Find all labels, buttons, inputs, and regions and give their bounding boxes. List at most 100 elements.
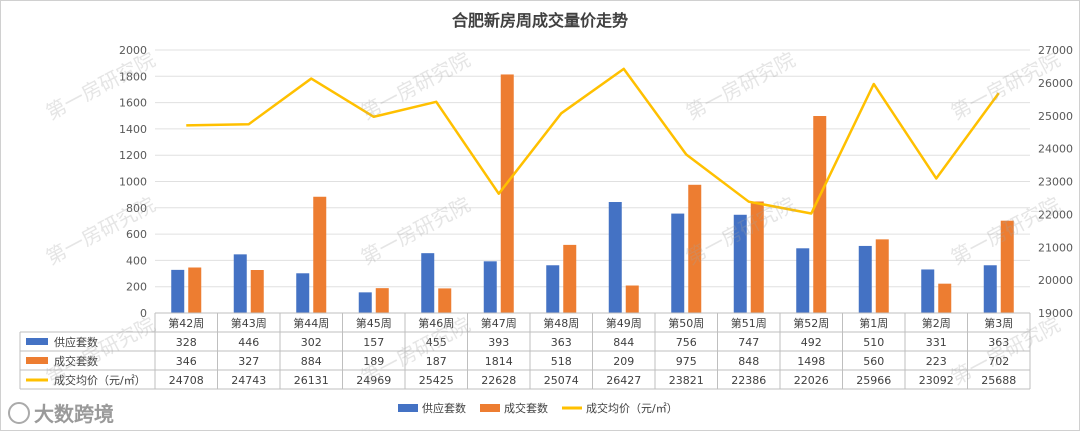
y-tick-left: 0 xyxy=(140,307,147,320)
x-tick-label: 第45周 xyxy=(356,316,392,330)
y-tick-right: 19000 xyxy=(1038,307,1073,320)
data-label: 747 xyxy=(738,336,759,349)
data-label: 209 xyxy=(613,355,634,368)
data-label: 975 xyxy=(676,355,697,368)
y-tick-left: 400 xyxy=(126,254,147,267)
y-tick-left: 1800 xyxy=(119,70,147,83)
x-tick-label: 第1周 xyxy=(859,316,888,330)
data-label: 22628 xyxy=(481,374,516,387)
bar-supply xyxy=(733,214,747,313)
data-label: 363 xyxy=(988,336,1009,349)
data-label: 446 xyxy=(238,336,259,349)
x-tick-label: 第52周 xyxy=(793,316,829,330)
data-label: 25688 xyxy=(981,374,1016,387)
data-label: 25074 xyxy=(544,374,579,387)
bar-supply xyxy=(358,292,372,313)
bar-deal xyxy=(813,116,827,313)
bar-deal xyxy=(750,201,764,313)
x-tick-label: 第42周 xyxy=(168,316,204,330)
legend-label: 成交套数 xyxy=(504,401,548,415)
data-label: 24708 xyxy=(169,374,204,387)
x-tick-label: 第46周 xyxy=(418,316,454,330)
y-tick-left: 200 xyxy=(126,281,147,294)
data-label: 23092 xyxy=(919,374,954,387)
data-label: 1498 xyxy=(797,355,825,368)
data-label: 25966 xyxy=(856,374,891,387)
data-label: 22026 xyxy=(794,374,829,387)
y-tick-left: 1600 xyxy=(119,97,147,110)
bar-supply xyxy=(608,202,622,313)
bar-supply xyxy=(233,254,247,313)
data-label: 518 xyxy=(551,355,572,368)
data-label: 363 xyxy=(551,336,572,349)
price-line xyxy=(186,67,1000,215)
data-label: 844 xyxy=(613,336,634,349)
x-tick-label: 第47周 xyxy=(481,316,517,330)
data-label: 393 xyxy=(488,336,509,349)
x-tick-label: 第2周 xyxy=(922,316,951,330)
bar-supply xyxy=(921,269,935,313)
y-tick-right: 22000 xyxy=(1038,208,1073,221)
table-series-name: 供应套数 xyxy=(54,335,98,349)
y-tick-right: 24000 xyxy=(1038,143,1073,156)
bar-supply xyxy=(171,269,185,313)
x-tick-label: 第3周 xyxy=(984,316,1013,330)
bar-deal xyxy=(625,285,639,313)
data-label: 223 xyxy=(926,355,947,368)
bar-supply xyxy=(983,265,997,313)
data-label: 455 xyxy=(426,336,447,349)
data-label: 26427 xyxy=(606,374,641,387)
data-label: 884 xyxy=(301,355,322,368)
data-label: 756 xyxy=(676,336,697,349)
x-tick-label: 第49周 xyxy=(606,316,642,330)
y-tick-right: 23000 xyxy=(1038,176,1073,189)
data-label: 560 xyxy=(863,355,884,368)
data-label: 510 xyxy=(863,336,884,349)
bar-supply xyxy=(671,213,685,313)
x-tick-label: 第48周 xyxy=(543,316,579,330)
y-tick-right: 21000 xyxy=(1038,241,1073,254)
y-tick-right: 27000 xyxy=(1038,44,1073,57)
bar-deal xyxy=(563,244,577,313)
legend-label: 供应套数 xyxy=(422,401,466,415)
x-tick-label: 第44周 xyxy=(293,316,329,330)
x-tick-label: 第43周 xyxy=(231,316,267,330)
y-tick-left: 2000 xyxy=(119,44,147,57)
y-tick-left: 600 xyxy=(126,228,147,241)
bar-supply xyxy=(796,248,810,313)
data-label: 327 xyxy=(238,355,259,368)
brand-logo: 大数跨境 xyxy=(8,398,114,427)
data-label: 189 xyxy=(363,355,384,368)
data-label: 328 xyxy=(176,336,197,349)
bar-deal xyxy=(875,239,889,313)
bar-supply xyxy=(296,273,310,313)
brand-label: 大数跨境 xyxy=(34,402,114,426)
bar-deal xyxy=(250,269,264,313)
data-label: 24969 xyxy=(356,374,391,387)
bar-supply xyxy=(858,245,872,313)
data-label: 331 xyxy=(926,336,947,349)
data-label: 346 xyxy=(176,355,197,368)
chart-title: 合肥新房周成交量价走势 xyxy=(452,11,628,30)
data-label: 157 xyxy=(363,336,384,349)
bar-supply xyxy=(483,261,497,313)
data-label: 23821 xyxy=(669,374,704,387)
data-label: 26131 xyxy=(294,374,329,387)
data-label: 492 xyxy=(801,336,822,349)
y-tick-right: 20000 xyxy=(1038,274,1073,287)
data-label: 1814 xyxy=(485,355,513,368)
data-label: 702 xyxy=(988,355,1009,368)
y-tick-left: 1200 xyxy=(119,149,147,162)
table-legend-key xyxy=(26,338,48,345)
data-label: 25425 xyxy=(419,374,454,387)
table-legend-key xyxy=(26,357,48,364)
y-tick-right: 25000 xyxy=(1038,110,1073,123)
data-label: 848 xyxy=(738,355,759,368)
x-tick-label: 第50周 xyxy=(668,316,704,330)
bar-supply xyxy=(421,253,435,313)
y-tick-left: 1400 xyxy=(119,123,147,136)
legend-key xyxy=(398,404,418,412)
data-label: 22386 xyxy=(731,374,766,387)
bar-deal xyxy=(500,74,514,313)
